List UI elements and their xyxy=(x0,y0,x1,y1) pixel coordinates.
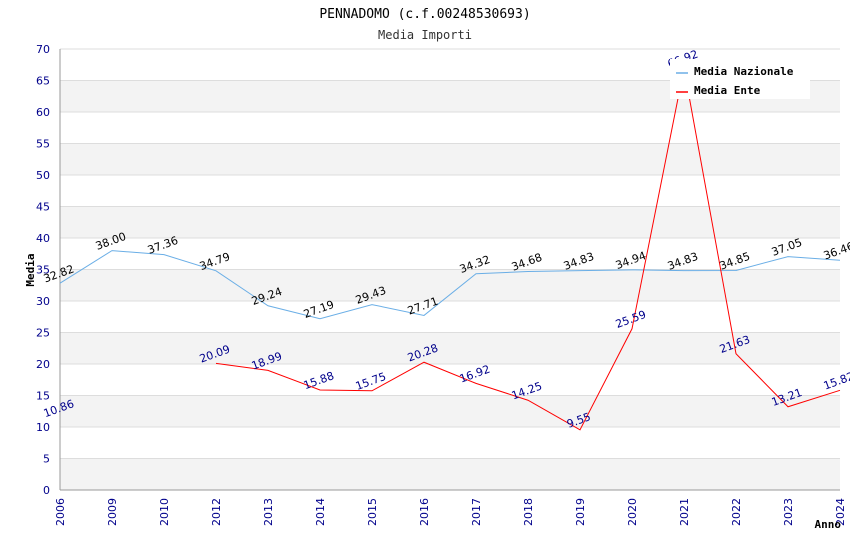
y-tick-label: 50 xyxy=(36,169,50,182)
x-tick-label: 2009 xyxy=(106,498,119,526)
series-line-media-ente xyxy=(215,68,841,431)
chart-subtitle: Media Importi xyxy=(378,28,472,42)
grid-band xyxy=(60,206,840,238)
data-label: 25.59 xyxy=(614,308,648,331)
x-tick-label: 2019 xyxy=(574,498,587,526)
y-tick-label: 30 xyxy=(36,295,50,308)
legend-box xyxy=(670,59,810,99)
x-tick-label: 2012 xyxy=(210,498,223,526)
x-tick-label: 2017 xyxy=(470,498,483,526)
y-tick-label: 25 xyxy=(36,327,50,340)
data-label: 37.05 xyxy=(770,236,804,259)
x-tick-label: 2021 xyxy=(678,498,691,526)
grid-band xyxy=(60,332,840,364)
y-tick-label: 55 xyxy=(36,138,50,151)
x-tick-label: 2018 xyxy=(522,498,535,526)
y-tick-label: 65 xyxy=(36,75,50,88)
grid-band xyxy=(60,458,840,490)
x-tick-label: 2010 xyxy=(158,498,171,526)
x-tick-label: 2006 xyxy=(54,498,67,526)
x-tick-label: 2014 xyxy=(314,498,327,526)
grid-band xyxy=(60,269,840,301)
x-axis-ticks: 2006 2009 2010 2012 2013 2014 2015 2016 2017 2018… xyxy=(54,498,847,526)
data-label: 15.75 xyxy=(354,370,388,393)
series-lines xyxy=(59,68,841,431)
data-label: 15.88 xyxy=(302,369,336,392)
data-label: 15.82 xyxy=(822,370,850,393)
y-tick-label: 35 xyxy=(36,264,50,277)
y-tick-label: 70 xyxy=(36,43,50,56)
y-tick-label: 40 xyxy=(36,232,50,245)
grid-band xyxy=(60,143,840,175)
x-tick-label: 2023 xyxy=(782,498,795,526)
grid-bands xyxy=(60,80,840,490)
x-tick-label: 2015 xyxy=(366,498,379,526)
data-label: 36.46 xyxy=(822,240,850,263)
y-tick-label: 5 xyxy=(43,453,50,466)
legend-label-media-ente: Media Ente xyxy=(694,84,761,97)
data-label: 34.94 xyxy=(614,249,648,272)
chart-title: PENNADOMO (c.f.00248530693) xyxy=(319,7,530,22)
y-tick-label: 0 xyxy=(43,484,50,497)
legend: Media Nazionale Media Ente xyxy=(670,59,810,99)
y-tick-label: 10 xyxy=(36,421,50,434)
x-tick-label: 2013 xyxy=(262,498,275,526)
legend-label-media-nazionale: Media Nazionale xyxy=(694,65,794,78)
x-tick-label: 2020 xyxy=(626,498,639,526)
y-tick-label: 15 xyxy=(36,390,50,403)
y-tick-label: 60 xyxy=(36,106,50,119)
y-tick-label: 20 xyxy=(36,358,50,371)
y-axis-ticks: 0 5 10 15 20 25 30 35 40 45 50 55 60 65 70 xyxy=(36,43,50,497)
y-tick-label: 45 xyxy=(36,201,50,214)
y-axis-label: Media xyxy=(24,253,37,286)
x-tick-label: 2022 xyxy=(730,498,743,526)
data-label: 16.92 xyxy=(458,363,492,386)
series-line-media-nazionale xyxy=(59,250,841,320)
grid-band xyxy=(60,395,840,427)
x-axis-label: Anno xyxy=(815,518,842,531)
x-tick-label: 2024 xyxy=(834,498,847,526)
x-tick-label: 2016 xyxy=(418,498,431,526)
grid-lines xyxy=(60,48,840,491)
